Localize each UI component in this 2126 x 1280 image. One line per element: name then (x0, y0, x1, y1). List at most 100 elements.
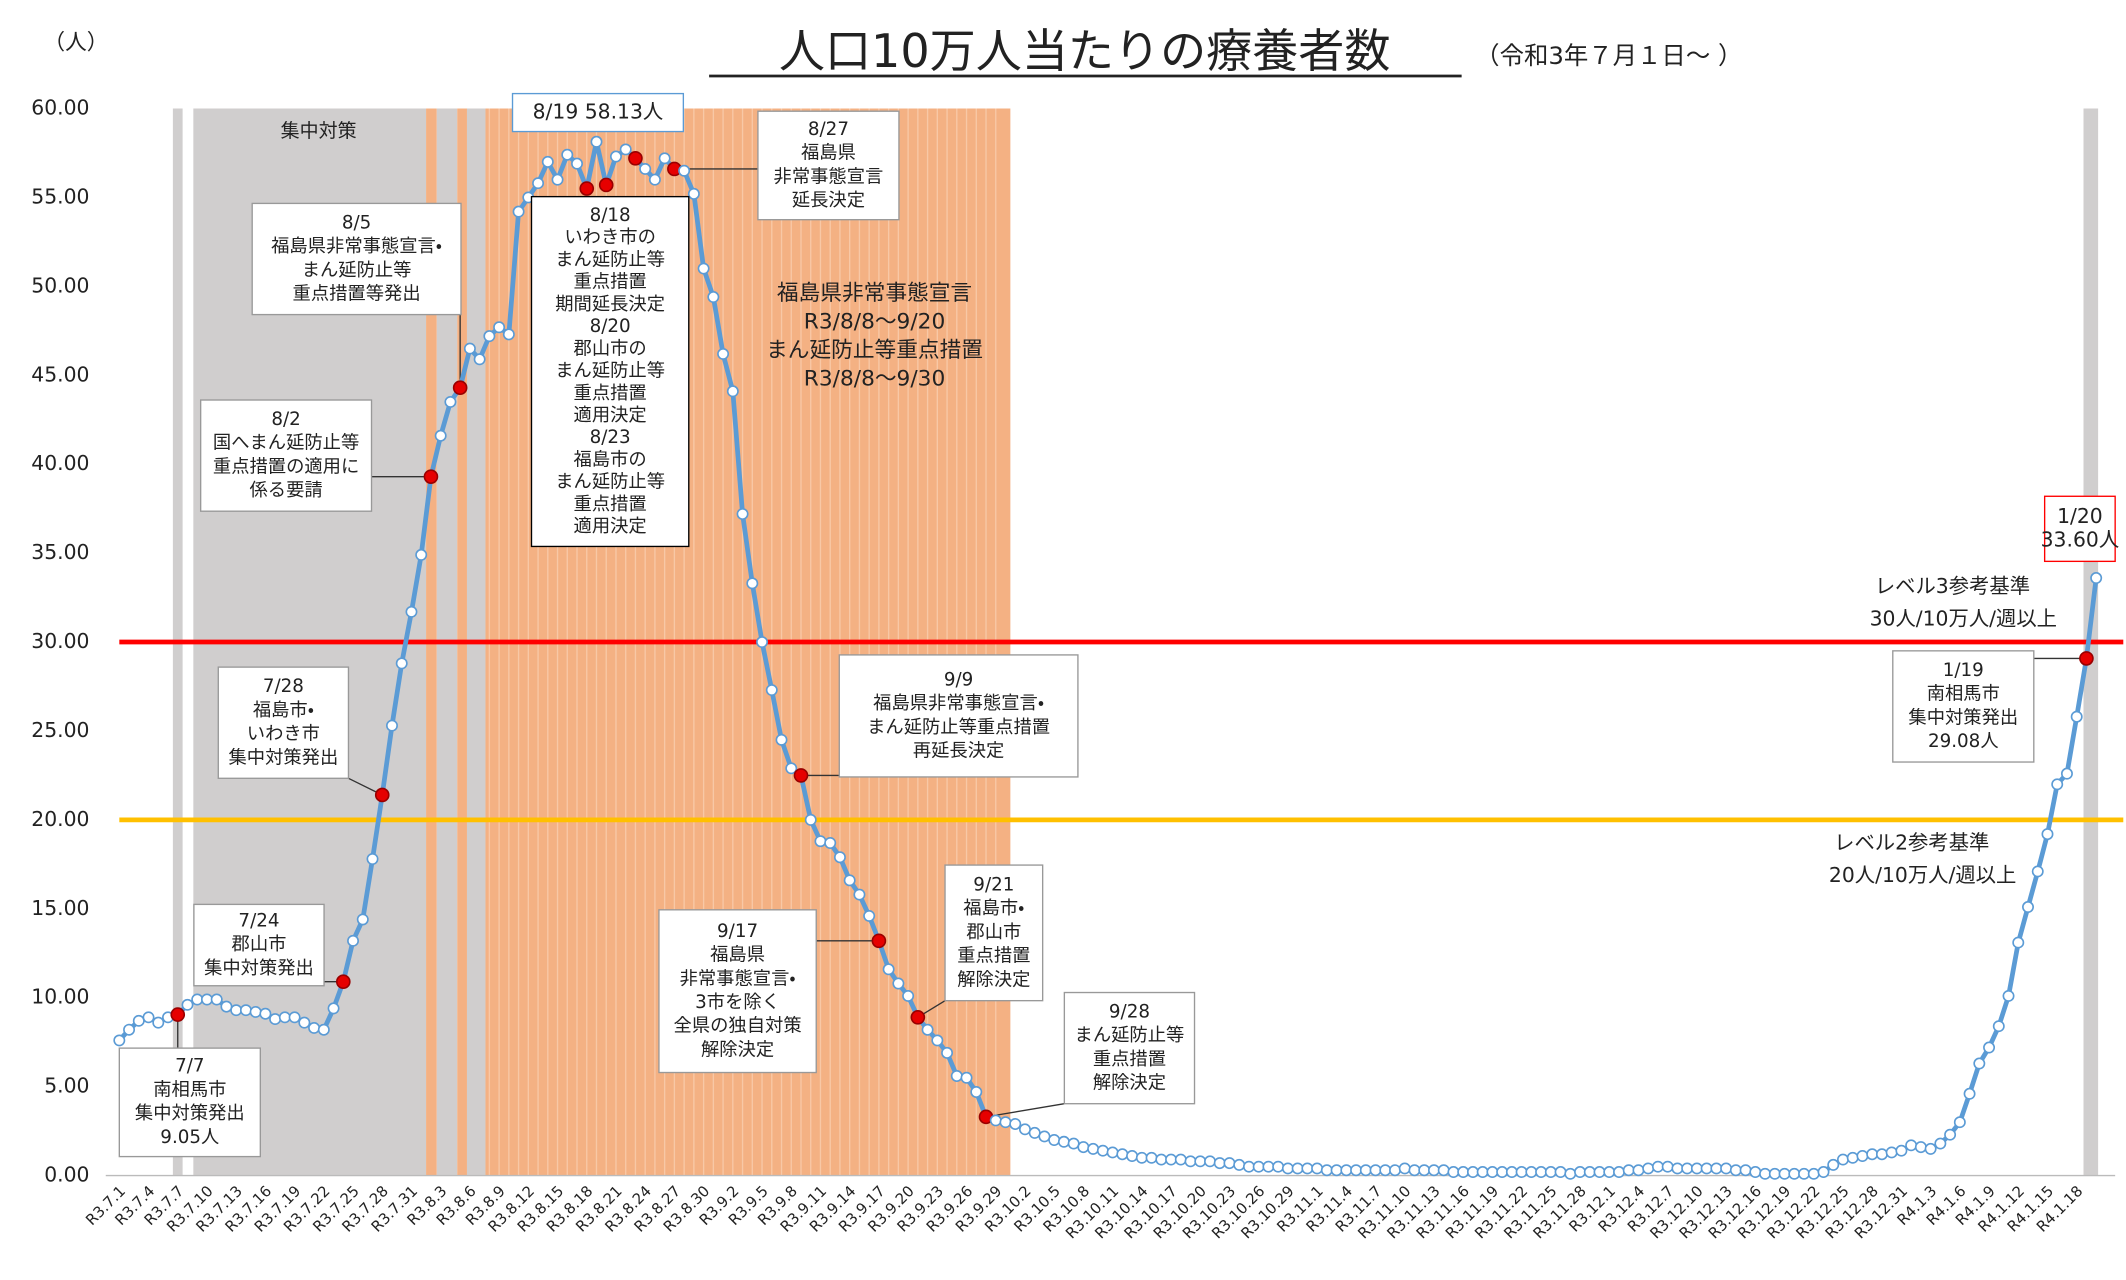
callout-text: 1/20 (2057, 504, 2103, 528)
data-point (1992, 1020, 2005, 1033)
callout-box (118, 1047, 262, 1158)
data-point (1729, 1164, 1742, 1177)
callout-text: 解除決定 (701, 1039, 774, 1060)
data-point (1165, 1153, 1178, 1166)
callout-text: 福島市・ (253, 700, 314, 721)
data-point (833, 851, 846, 864)
data-point (1379, 1164, 1392, 1177)
callout-box (199, 399, 373, 512)
callout-box (1063, 991, 1196, 1105)
callout-text: 8/23 (590, 427, 631, 448)
data-point (1661, 1160, 1674, 1173)
data-point (1320, 1164, 1333, 1177)
data-point (726, 385, 739, 398)
data-point (288, 1011, 301, 1024)
data-point (2012, 936, 2025, 949)
data-point (1622, 1164, 1635, 1177)
callout-text: 適用決定 (574, 516, 647, 537)
callout-box (658, 909, 817, 1074)
data-point (1632, 1164, 1645, 1177)
data-point (1077, 1141, 1090, 1154)
data-point (892, 977, 905, 990)
chart-title: 人口10万人当たりの療養者数 (779, 24, 1391, 78)
callout-text: まん延防止等 (555, 472, 665, 493)
highlight-point (628, 150, 643, 166)
reference-sublabel: 20人/10万人/週以上 (1829, 863, 2016, 887)
chart-subtitle: （令和3年７月１日～ ） (1475, 41, 1742, 70)
highlight-point (793, 768, 809, 783)
data-point (843, 874, 856, 887)
data-point (1486, 1166, 1499, 1178)
data-point (1281, 1162, 1294, 1175)
data-point (142, 1011, 155, 1024)
y-tick-label: 5.00 (44, 1074, 89, 1098)
callout-text: まん延防止等 (555, 249, 665, 270)
data-point (386, 719, 398, 732)
data-point (1525, 1166, 1538, 1178)
y-tick-label: 40.00 (31, 451, 89, 475)
emergency-note: R3/8/8～9/30 (804, 367, 945, 392)
data-point (230, 1004, 243, 1017)
data-point (2022, 901, 2034, 913)
callout-text: 1/19 (1943, 660, 1984, 681)
data-point (1437, 1164, 1450, 1177)
data-point (1311, 1162, 1324, 1175)
data-point (678, 164, 691, 177)
data-point (1028, 1126, 1041, 1139)
data-point (970, 1086, 983, 1098)
callout-text: 解除決定 (957, 969, 1030, 990)
callout-connector (985, 1103, 1065, 1118)
callout-text: 福島市の (574, 449, 647, 470)
data-point (1428, 1164, 1440, 1177)
callout-text: 郡山市の (574, 338, 647, 359)
callout-text: 全県の独自対策 (674, 1016, 802, 1037)
data-point (1272, 1160, 1285, 1173)
data-point (1895, 1144, 1908, 1157)
data-point (1905, 1139, 1918, 1152)
data-point (1690, 1162, 1703, 1175)
data-point (249, 1005, 262, 1018)
data-point (1301, 1162, 1314, 1175)
data-point (989, 1114, 1002, 1127)
data-point (1642, 1162, 1655, 1175)
data-point (736, 508, 749, 520)
callout-text: 集中対策発出 (1908, 707, 2018, 728)
data-point (561, 148, 574, 161)
data-point (1875, 1148, 1888, 1161)
callout-text: 3市を除く (695, 992, 780, 1013)
data-point (941, 1046, 954, 1059)
data-point (687, 187, 700, 200)
data-point (1194, 1155, 1207, 1168)
highlight-point (374, 787, 390, 803)
callout-text: 重点措置 (1093, 1049, 1166, 1070)
data-point (1505, 1166, 1518, 1178)
data-point (775, 733, 788, 746)
callout-text: 係る要請 (249, 480, 322, 501)
data-point (1213, 1157, 1226, 1170)
data-point (259, 1007, 272, 1020)
highlight-point (579, 181, 595, 196)
callout-box (1892, 650, 2035, 763)
data-point (366, 853, 379, 865)
data-point (415, 548, 428, 561)
callout-box (511, 92, 685, 133)
callout-text: いわき市 (247, 724, 320, 745)
data-point (619, 143, 632, 156)
data-point (1096, 1144, 1109, 1157)
data-point (1496, 1166, 1509, 1178)
callout-box (217, 666, 350, 779)
data-point (1934, 1137, 1947, 1150)
data-point (1223, 1157, 1236, 1170)
callout-text: 集中対策発出 (228, 747, 338, 768)
data-point (1837, 1153, 1849, 1166)
data-point (2041, 828, 2054, 841)
data-point (1856, 1150, 1869, 1162)
y-tick-label: 15.00 (31, 896, 89, 920)
y-tick-label: 25.00 (31, 718, 89, 742)
data-point (1369, 1164, 1382, 1177)
data-point (1242, 1160, 1255, 1173)
callout-box (530, 195, 690, 548)
callout-text: 解除決定 (1093, 1073, 1166, 1094)
data-point (999, 1116, 1012, 1129)
callout-text: 7/7 (175, 1056, 204, 1077)
